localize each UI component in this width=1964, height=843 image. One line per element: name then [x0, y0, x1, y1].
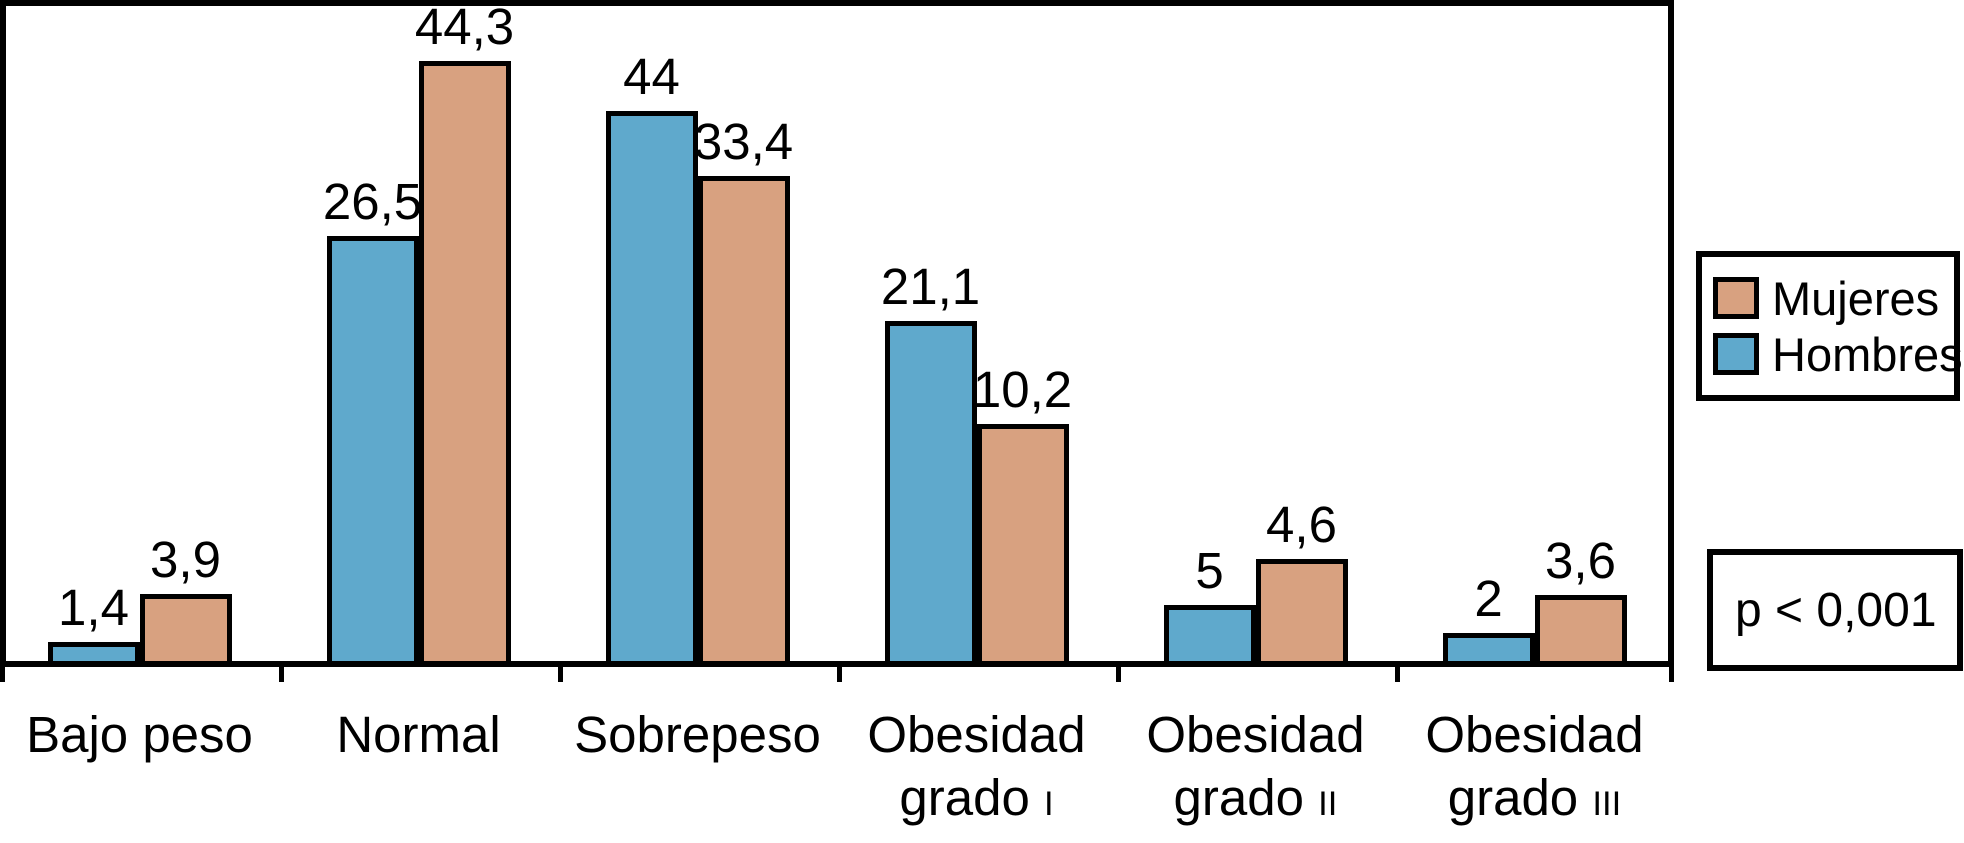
legend-swatch-mujeres [1713, 277, 1759, 319]
bar-hombres-sobrepeso [605, 111, 698, 661]
p-value-text: p < 0,001 [1735, 583, 1937, 637]
bar-hombres-normal [326, 236, 419, 661]
axis-tick [1669, 665, 1674, 682]
axis-tick [837, 665, 842, 682]
x-label-bajo-peso: Bajo peso [26, 706, 253, 763]
value-label-mujeres-obesidad-grado-iii: 3,6 [1545, 532, 1616, 589]
axis-tick [1395, 665, 1400, 682]
value-label-mujeres-bajo-peso: 3,9 [150, 531, 221, 588]
p-value-box: p < 0,001 [1707, 549, 1963, 671]
value-label-hombres-bajo-peso: 1,4 [58, 579, 129, 636]
bar-mujeres-obesidad-grado-i [976, 424, 1069, 661]
value-label-hombres-obesidad-grado-i: 21,1 [880, 258, 981, 315]
value-label-hombres-sobrepeso: 44 [623, 48, 680, 105]
axis-tick [1116, 665, 1121, 682]
x-label-normal: Normal [336, 706, 501, 763]
value-label-hombres-obesidad-grado-ii: 5 [1195, 542, 1224, 599]
legend-label-mujeres: Mujeres [1772, 271, 1940, 325]
bar-hombres-obesidad-grado-ii [1163, 605, 1256, 661]
roman-numeral: I [1043, 785, 1054, 823]
bar-mujeres-normal [418, 61, 511, 661]
roman-numeral: III [1592, 785, 1622, 823]
value-label-hombres-normal: 26,5 [322, 173, 423, 230]
axis-tick [279, 665, 284, 682]
bar-hombres-obesidad-grado-i [884, 321, 977, 661]
legend-row-mujeres: Mujeres [1713, 275, 1954, 322]
bar-hombres-bajo-peso [47, 642, 140, 661]
bar-mujeres-obesidad-grado-iii [1534, 595, 1627, 661]
axis-tick [558, 665, 563, 682]
roman-numeral: II [1318, 785, 1338, 823]
value-label-mujeres-normal: 44,3 [414, 0, 515, 55]
x-label-obesidad-grado-ii: Obesidad grado II [1146, 706, 1365, 826]
value-label-mujeres-obesidad-grado-ii: 4,6 [1266, 496, 1337, 553]
x-label-obesidad-grado-i: Obesidad grado I [867, 706, 1086, 826]
bar-mujeres-bajo-peso [139, 594, 232, 661]
value-label-mujeres-sobrepeso: 33,4 [693, 113, 794, 170]
legend-row-hombres: Hombres [1713, 331, 1963, 378]
bar-mujeres-sobrepeso [697, 176, 790, 661]
plot-area [0, 0, 1674, 667]
bar-mujeres-obesidad-grado-ii [1255, 559, 1348, 661]
legend: Mujeres Hombres [1696, 251, 1963, 401]
legend-label-hombres: Hombres [1772, 327, 1963, 381]
axis-tick [0, 665, 5, 682]
x-label-sobrepeso: Sobrepeso [574, 706, 821, 763]
value-label-hombres-obesidad-grado-iii: 2 [1474, 570, 1503, 627]
legend-swatch-hombres [1713, 333, 1759, 375]
value-label-mujeres-obesidad-grado-i: 10,2 [972, 361, 1073, 418]
bar-hombres-obesidad-grado-iii [1442, 633, 1535, 661]
x-label-obesidad-grado-iii: Obesidad grado III [1425, 706, 1644, 826]
